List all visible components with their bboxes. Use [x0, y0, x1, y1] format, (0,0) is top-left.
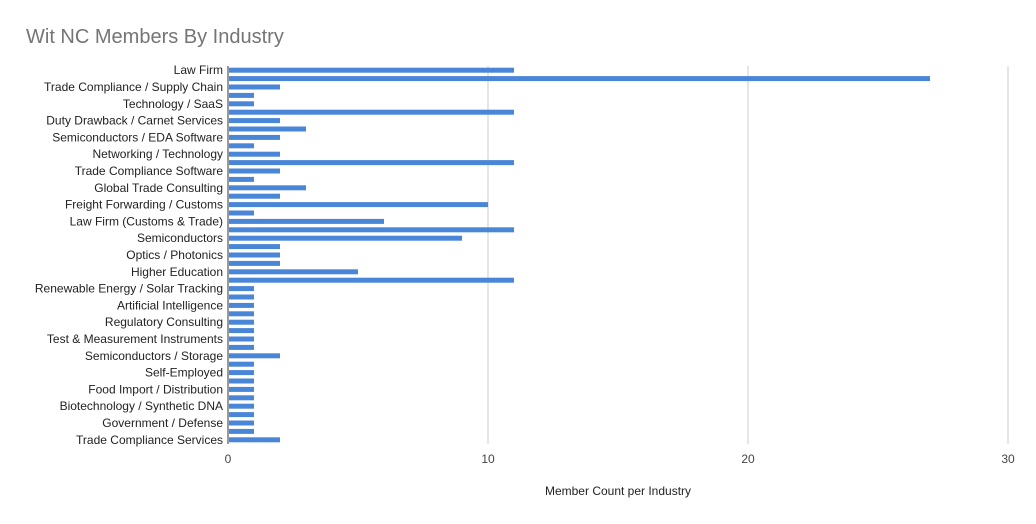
category-label: Semiconductors: [137, 231, 223, 245]
category-label: Networking / Technology: [92, 147, 223, 161]
category-label: Freight Forwarding / Customs: [65, 198, 223, 212]
bar: [229, 420, 254, 426]
category-label: Technology / SaaS: [123, 97, 223, 111]
category-label: Renewable Energy / Solar Tracking: [35, 282, 223, 296]
bar: [229, 185, 306, 191]
bars: [229, 67, 930, 443]
bar: [229, 202, 488, 208]
bar: [229, 370, 254, 376]
category-label: Trade Compliance / Supply Chain: [44, 80, 223, 94]
bar: [229, 84, 280, 90]
bar: [229, 101, 254, 107]
category-label: Duty Drawback / Carnet Services: [46, 114, 223, 128]
bar: [229, 168, 280, 174]
bar: [229, 92, 254, 98]
bar: [229, 126, 306, 132]
category-labels: Law Firm Trade Compliance / Supply Chain T…: [35, 63, 223, 447]
category-label: Law Firm: [174, 63, 223, 77]
x-tick-label: 20: [741, 452, 755, 466]
bar: [229, 67, 514, 73]
bar: [229, 428, 254, 434]
bar: [229, 134, 280, 140]
bar: [229, 252, 280, 258]
bar: [229, 176, 254, 182]
category-label: Artificial Intelligence: [117, 298, 223, 312]
bar: [229, 395, 254, 401]
bar: [229, 286, 254, 292]
bar: [229, 118, 280, 124]
bar: [229, 311, 254, 317]
bar: [229, 109, 514, 115]
bar: [229, 143, 254, 149]
bar: [229, 328, 254, 334]
bar: [229, 260, 280, 266]
x-tick-label: 0: [225, 452, 232, 466]
category-label: Higher Education: [131, 265, 223, 279]
bar: [229, 378, 254, 384]
bar: [229, 160, 514, 166]
bar: [229, 302, 254, 308]
category-label: Semiconductors / EDA Software: [52, 130, 223, 144]
x-tick-labels: 0 10 20 30: [225, 452, 1015, 466]
bar: [229, 76, 930, 82]
gridlines: [227, 66, 1009, 444]
category-label: Government / Defense: [102, 416, 223, 430]
category-label: Test & Measurement Instruments: [47, 332, 223, 346]
bar: [229, 412, 254, 418]
bar: [229, 218, 384, 224]
bar: [229, 386, 254, 392]
x-axis-label: Member Count per Industry: [544, 484, 692, 498]
bar: [229, 294, 254, 300]
category-label: Trade Compliance Software: [75, 164, 224, 178]
bar: [229, 403, 254, 409]
bar: [229, 319, 254, 325]
category-label: Biotechnology / Synthetic DNA: [60, 399, 223, 413]
bar: [229, 437, 280, 443]
bar: [229, 269, 358, 275]
bar: [229, 344, 254, 350]
x-tick-label: 10: [481, 452, 495, 466]
category-label: Food Import / Distribution: [88, 382, 223, 396]
bar: [229, 353, 280, 359]
bar: [229, 151, 280, 157]
bar: [229, 244, 280, 250]
bar: [229, 227, 514, 233]
category-label: Self-Employed: [145, 366, 223, 380]
bar: [229, 193, 280, 199]
bar: [229, 210, 254, 216]
x-tick-label: 30: [1001, 452, 1015, 466]
bar: [229, 336, 254, 342]
bar: [229, 361, 254, 367]
category-label: Law Firm (Customs & Trade): [70, 214, 223, 228]
category-label: Optics / Photonics: [126, 248, 223, 262]
bar: [229, 235, 462, 241]
chart-title: Wit NC Members By Industry: [26, 26, 284, 48]
category-label: Global Trade Consulting: [94, 181, 223, 195]
bar: [229, 277, 514, 283]
category-label: Trade Compliance Services: [76, 433, 223, 447]
category-label: Semiconductors / Storage: [85, 349, 223, 363]
category-label: Regulatory Consulting: [105, 315, 223, 329]
